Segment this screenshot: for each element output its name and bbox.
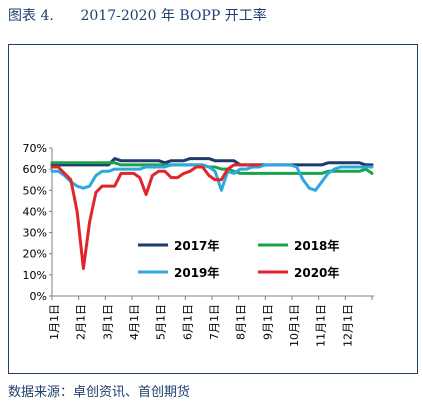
x-tick-label: 11月1日 (315, 304, 328, 347)
bottom-rule (8, 373, 418, 374)
x-tick-label: 5月1日 (155, 304, 168, 340)
x-tick-label: 10月1日 (288, 304, 301, 347)
chart-legend: 2017年 2018年 2019年 2020年 (138, 238, 339, 280)
x-tick-label: 12月1日 (341, 304, 354, 347)
source-note: 数据来源：卓创资讯、首创期货 (8, 385, 191, 400)
left-frame-line (8, 44, 9, 374)
y-tick-label: 0% (30, 290, 47, 303)
x-tick-label: 8月1日 (235, 304, 248, 340)
y-tick-label: 40% (23, 205, 47, 218)
legend-entry: 2018年 (294, 238, 339, 253)
series-line-2017年 (50, 157, 374, 167)
x-tick-label: 1月1日 (48, 304, 61, 340)
legend-entry: 2020年 (294, 265, 339, 280)
x-tick-label: 4月1日 (128, 304, 141, 340)
series-line-2020年 (50, 163, 261, 270)
y-tick-label: 10% (23, 269, 47, 282)
y-tick-label: 60% (23, 163, 47, 176)
y-tick-label: 30% (23, 227, 47, 240)
right-frame-line (417, 44, 418, 374)
y-tick-label: 70% (23, 142, 47, 155)
x-tick-label: 7月1日 (208, 304, 221, 340)
x-tick-label: 3月1日 (101, 304, 114, 340)
chart-series (50, 157, 374, 270)
x-tick-label: 9月1日 (261, 304, 274, 340)
legend-entry: 2019年 (174, 265, 219, 280)
figure-title: 图表 4. 2017-2020 年 BOPP 开工率 (8, 8, 267, 24)
series-line-2019年 (50, 163, 374, 192)
legend-entry: 2017年 (174, 238, 219, 253)
top-rule (8, 44, 418, 45)
y-tick-label: 20% (23, 248, 47, 261)
series-line-2018年 (50, 161, 374, 175)
x-tick-label: 6月1日 (181, 304, 194, 340)
x-tick-label: 2月1日 (75, 304, 88, 340)
y-tick-label: 50% (23, 184, 47, 197)
